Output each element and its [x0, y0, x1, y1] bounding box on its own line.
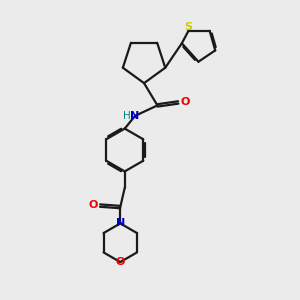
Text: N: N — [116, 218, 125, 228]
Text: N: N — [130, 111, 139, 122]
Text: O: O — [116, 257, 125, 267]
Text: H: H — [123, 111, 131, 122]
Text: O: O — [89, 200, 98, 210]
Text: S: S — [184, 22, 192, 32]
Text: O: O — [180, 98, 190, 107]
